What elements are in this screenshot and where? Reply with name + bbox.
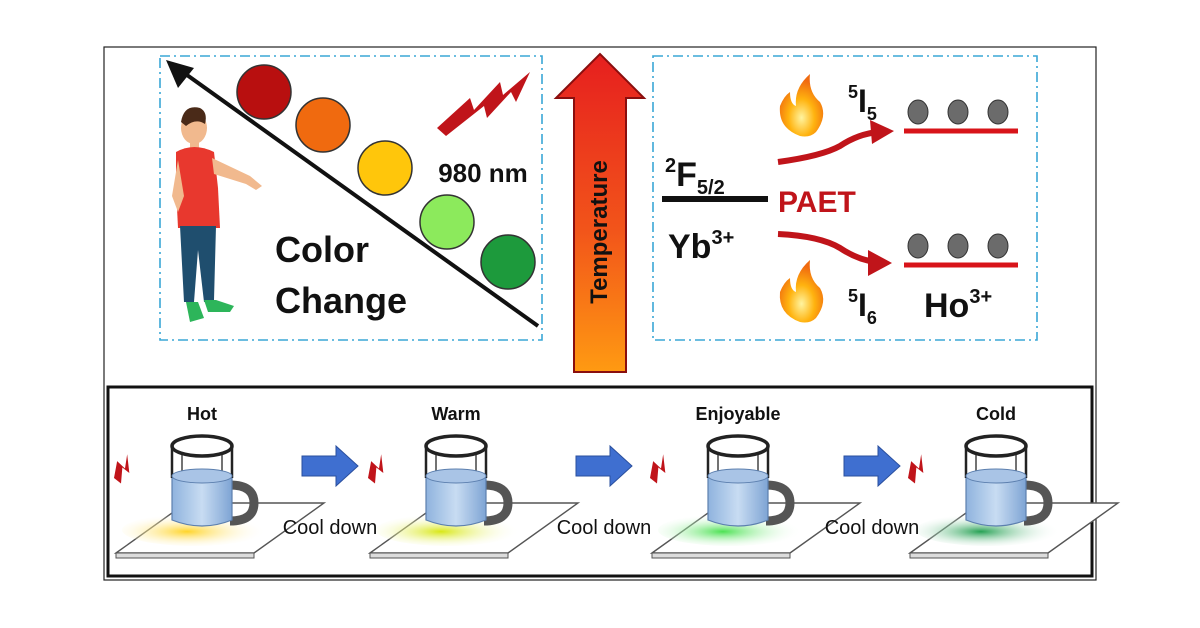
cool-down-transition: Cool down (283, 444, 378, 539)
color-dot (357, 140, 413, 196)
person-figure (172, 107, 262, 322)
plate-edge (369, 552, 509, 559)
lightning-icon (908, 454, 924, 484)
mug-icon (964, 434, 1053, 527)
cool-down-transition: Cool down (557, 444, 652, 539)
mug-icon (424, 434, 513, 527)
lightning-icon (368, 454, 384, 484)
stage-cold: Cold (907, 404, 1121, 559)
upper-electrons (907, 99, 1009, 125)
cool-down-label: Cool down (557, 517, 652, 539)
stage-label: Enjoyable (695, 404, 780, 424)
mug-icon (170, 434, 259, 527)
flame-icon (779, 260, 824, 323)
outer-frame (103, 46, 1097, 581)
dashed-box-left (159, 55, 543, 341)
right-arrow-icon (843, 444, 901, 488)
stage-label: Cold (976, 404, 1016, 424)
diagonal-arrowhead (166, 60, 194, 88)
color-change-panel: 980 nm Color Change (159, 55, 543, 341)
stage-warm: Warm (367, 404, 581, 559)
stage-enjoyable: Enjoyable (649, 404, 863, 559)
lower-arrowhead (868, 250, 892, 276)
stage-label: Hot (187, 404, 217, 424)
paet-label: PAET (778, 186, 856, 219)
flame-icon (779, 74, 824, 137)
yb-ion-label: Yb3+ (668, 227, 734, 266)
energy-transfer-panel: 2F5/2 Yb3+ PAET 5I5 5I6 Ho3+ (652, 55, 1038, 341)
stage-label: Warm (431, 404, 480, 424)
cool-down-label: Cool down (283, 517, 378, 539)
cool-down-label: Cool down (825, 517, 920, 539)
cooling-sequence-panel: Hot Warm Enjoyable Cold Cool down Cool down Co… (106, 385, 1121, 578)
color-dot (295, 97, 351, 153)
right-arrow-icon (575, 444, 633, 488)
lower-transfer-arrow (777, 231, 877, 265)
color-label-line2: Change (275, 280, 407, 321)
color-dots (236, 64, 536, 290)
ho-ion-label: Ho3+ (924, 286, 992, 325)
electron-dot (947, 99, 969, 125)
color-dot (419, 194, 475, 250)
color-label-line1: Color (275, 229, 369, 270)
lightning-icon (650, 454, 666, 484)
electron-dot (907, 99, 929, 125)
ho-lower-level-label: 5I6 (848, 286, 877, 328)
electron-dot (907, 233, 929, 259)
mug-icon (706, 434, 795, 527)
lightning-icon (114, 454, 130, 484)
temperature-arrow: Temperature (553, 52, 647, 373)
ho-upper-level-label: 5I5 (848, 82, 877, 124)
color-dot (480, 234, 536, 290)
lower-electrons (907, 233, 1009, 259)
plate-edge (651, 552, 791, 559)
bottom-frame (106, 385, 1094, 578)
yb-energy-level: 2F5/2 (665, 155, 725, 199)
right-arrow-icon (301, 444, 359, 488)
electron-dot (947, 233, 969, 259)
stage-hot: Hot (113, 404, 327, 559)
diagonal-arrow-line (178, 68, 540, 328)
laser-wavelength: 980 nm (438, 158, 528, 188)
plate-edge (115, 552, 255, 559)
upper-arrowhead (870, 120, 894, 144)
cool-down-transition: Cool down (825, 444, 920, 539)
upper-transfer-arrow (777, 129, 879, 165)
temperature-label: Temperature (586, 160, 613, 304)
laser-lightning-icon (437, 72, 530, 136)
cooling-stages: Hot Warm Enjoyable Cold Cool down Cool down Co… (113, 404, 1121, 559)
electron-dot (987, 233, 1009, 259)
electron-dot (987, 99, 1009, 125)
dashed-box-right (652, 55, 1038, 341)
plate-edge (909, 552, 1049, 559)
color-dot (236, 64, 292, 120)
